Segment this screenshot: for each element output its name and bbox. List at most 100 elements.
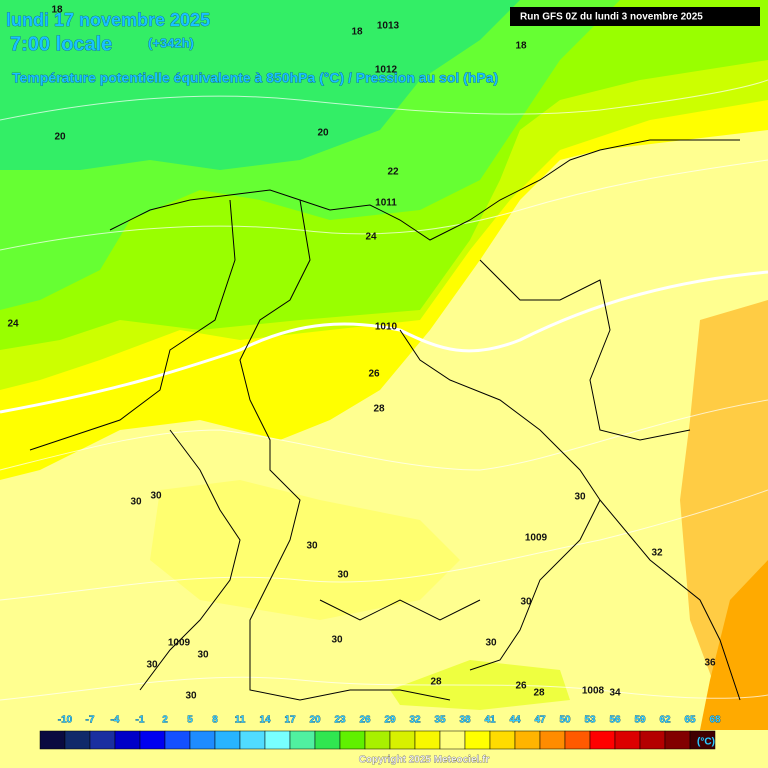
legend-swatch xyxy=(589,730,616,750)
contour-label: 18 xyxy=(51,5,63,16)
contour-label: 32 xyxy=(651,548,663,559)
legend-tick-label: -4 xyxy=(111,715,120,726)
legend-unit: (°C) xyxy=(697,737,715,748)
contour-label: 28 xyxy=(373,404,385,415)
contour-label: 30 xyxy=(146,660,158,671)
contour-label: 28 xyxy=(430,677,442,688)
time: 7:00 locale xyxy=(10,33,112,55)
legend-tick-label: 26 xyxy=(359,715,371,726)
legend-swatch xyxy=(439,730,466,750)
legend-swatch xyxy=(139,730,166,750)
contour-label: 26 xyxy=(368,369,380,380)
contour-label: 30 xyxy=(150,491,162,502)
legend-tick-label: 41 xyxy=(484,715,496,726)
legend-swatch xyxy=(339,730,366,750)
contour-label: 1010 xyxy=(375,322,398,333)
contour-label: 30 xyxy=(520,597,532,608)
title: lundi 17 novembre 2025 xyxy=(6,10,210,30)
contour-label: 20 xyxy=(54,132,66,143)
legend-swatch xyxy=(689,730,716,750)
legend-tick-label: 59 xyxy=(634,715,646,726)
contour-label: 1013 xyxy=(377,21,400,32)
legend-swatch xyxy=(514,730,541,750)
legend-tick-label: 68 xyxy=(709,715,721,726)
legend-swatch xyxy=(189,730,216,750)
legend-swatch xyxy=(489,730,516,750)
legend-tick-label: 17 xyxy=(284,715,296,726)
legend-swatch xyxy=(289,730,316,750)
borders xyxy=(29,139,741,701)
legend-tick-label: 2 xyxy=(162,715,168,726)
copyright: Copyright 2025 Meteociel.fr xyxy=(359,755,490,766)
offset: (+342h) xyxy=(148,35,194,50)
contour-label: 20 xyxy=(317,128,329,139)
contour-label: 1009 xyxy=(168,638,191,649)
contour-label: 26 xyxy=(515,681,527,692)
contour-label: 1011 xyxy=(375,198,397,209)
legend-tick-label: 23 xyxy=(334,715,346,726)
contour-label: 22 xyxy=(387,167,399,178)
legend-swatch xyxy=(564,730,591,750)
legend-tick-label: 44 xyxy=(509,715,521,726)
contour-label: 36 xyxy=(704,658,716,669)
legend-tick-label: 38 xyxy=(459,715,471,726)
contour-label: 30 xyxy=(485,638,497,649)
legend-tick-label: -10 xyxy=(58,715,73,726)
legend-tick-label: 53 xyxy=(584,715,596,726)
legend-swatch xyxy=(264,730,291,750)
contour-label: 30 xyxy=(185,691,197,702)
legend-tick-label: -7 xyxy=(86,715,95,726)
legend-swatch xyxy=(314,730,341,750)
legend-swatch xyxy=(64,730,91,750)
legend-tick-label: 14 xyxy=(259,715,271,726)
contour-label: 24 xyxy=(365,232,377,243)
legend-tick-label: 35 xyxy=(434,715,446,726)
contour-label: 1008 xyxy=(582,686,605,697)
contour-label: 18 xyxy=(515,41,527,52)
run-box xyxy=(510,7,760,26)
contour-label: 30 xyxy=(337,570,349,581)
legend-tick-label: 8 xyxy=(212,715,218,726)
legend-swatch xyxy=(614,730,641,750)
contour-label: 30 xyxy=(574,492,586,503)
legend-swatch xyxy=(164,730,191,750)
legend-swatch xyxy=(39,730,66,750)
contour-label: 24 xyxy=(7,319,19,330)
legend-swatch xyxy=(114,730,141,750)
contour-label: 30 xyxy=(306,541,318,552)
legend-swatch xyxy=(239,730,266,750)
legend-tick-label: 47 xyxy=(534,715,546,726)
legend-tick-label: 29 xyxy=(384,715,396,726)
contour-label: 28 xyxy=(533,688,545,699)
contour-label: 18 xyxy=(351,27,363,38)
legend-swatch xyxy=(464,730,491,750)
contour-label: 34 xyxy=(609,688,621,699)
legend-swatch xyxy=(664,730,691,750)
legend-tick-label: 65 xyxy=(684,715,696,726)
legend-swatch xyxy=(414,730,441,750)
legend-swatch xyxy=(639,730,666,750)
map-labels: 18 1013 18 18 20 20 1012 22 1011 24 24 1010 26 28 30 30… xyxy=(7,5,716,702)
legend-tick-label: 62 xyxy=(659,715,671,726)
legend-swatch xyxy=(539,730,566,750)
contour-label: 1009 xyxy=(525,533,548,544)
run-info: Run GFS 0Z du lundi 3 novembre 2025 xyxy=(520,12,703,23)
legend-tick-label: -1 xyxy=(136,715,145,726)
legend-swatch xyxy=(389,730,416,750)
legend-tick-label: 50 xyxy=(559,715,571,726)
contour-label: 30 xyxy=(331,635,343,646)
contour-label: 30 xyxy=(130,497,142,508)
legend-tick-label: 11 xyxy=(235,715,246,726)
subtitle: Température potentielle équivalente à 85… xyxy=(12,70,498,86)
legend-swatch xyxy=(89,730,116,750)
contour-label: 1012 xyxy=(375,65,398,76)
legend-swatch xyxy=(214,730,241,750)
contour-label: 30 xyxy=(197,650,209,661)
legend-tick-label: 5 xyxy=(187,715,193,726)
legend-tick-label: 20 xyxy=(309,715,321,726)
legend-tick-label: 32 xyxy=(409,715,421,726)
legend-tick-label: 56 xyxy=(609,715,621,726)
legend: -10 -7 -4 -1 2 5 8 11 14 17 20 23 26 29 32 35 38 41 44 47 50… xyxy=(39,714,721,750)
